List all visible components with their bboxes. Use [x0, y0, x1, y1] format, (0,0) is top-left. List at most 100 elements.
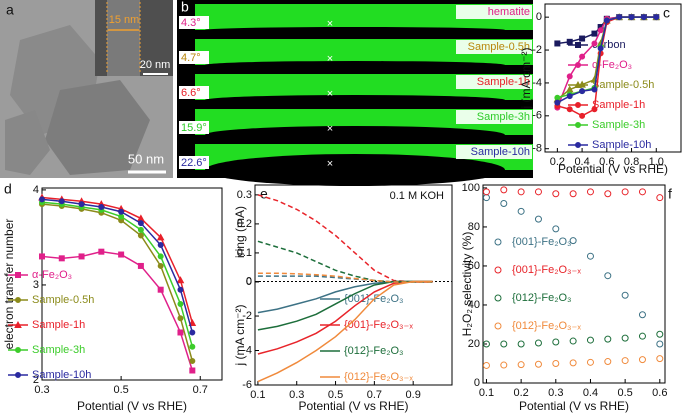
marker: [656, 194, 664, 202]
chart: 0.3 0.5 0.7 2 3 4 Potential (V vs RHE) electron…: [2, 181, 223, 413]
marker: [157, 253, 164, 260]
marker: [638, 188, 646, 196]
marker: [579, 88, 586, 95]
marker: [552, 190, 560, 198]
marker: [517, 188, 525, 196]
legend-label: {012}-Fe₂O₃: [344, 345, 404, 357]
x-tick-label: 0.8: [624, 156, 639, 168]
marker: [177, 286, 184, 293]
x-tick-label: 0.1: [479, 387, 494, 399]
y-tick-label: 4: [33, 184, 39, 196]
droplet: [205, 95, 505, 105]
y-tick-label: -2: [242, 310, 252, 322]
marker: [586, 252, 594, 260]
marker: [621, 188, 629, 196]
x-tick-label: 1.0: [649, 156, 664, 168]
y2-axis-label: iring (mA): [233, 206, 247, 258]
y-tick-label: 2: [33, 374, 39, 386]
y-tick-label: 0: [246, 275, 252, 287]
inset-rod: [107, 0, 140, 76]
marker: [579, 35, 586, 42]
particle: [5, 110, 50, 175]
marker: [137, 220, 144, 227]
marker: [656, 330, 664, 338]
legend-label: Sample-10h: [592, 139, 651, 151]
marker: [137, 232, 144, 239]
marker: [58, 255, 65, 262]
cross: ×: [327, 18, 333, 30]
droplet: [205, 126, 505, 144]
plot-frame: [544, 3, 682, 153]
data-line: [257, 280, 433, 383]
marker: [118, 251, 125, 258]
plot-frame: [254, 184, 453, 386]
legend-label: {012}-Fe₂O₃₋ₓ: [344, 371, 413, 383]
marker: [534, 339, 542, 347]
droplet: [205, 27, 505, 33]
marker: [591, 106, 598, 113]
panel-a: 15 nm 20 nm 50 nm a: [0, 0, 173, 178]
legend-label: Sample-0.5h: [32, 294, 94, 306]
contact-angle: 4.3°: [181, 17, 201, 29]
marker: [575, 102, 581, 108]
y-tick-label: -8: [532, 143, 542, 155]
y-tick-label: 0.2: [237, 218, 252, 230]
sample-name: Sample-3h: [477, 111, 530, 123]
marker: [574, 80, 582, 88]
marker: [534, 188, 542, 196]
marker: [621, 357, 629, 365]
marker: [640, 14, 647, 21]
marker: [621, 291, 629, 299]
marker: [566, 73, 573, 80]
y-tick-label: 80: [468, 221, 480, 233]
label-bg: [179, 51, 209, 64]
y-tick-label: 20: [468, 338, 480, 350]
x-axis-label: Potential (V vs RHE): [77, 399, 187, 413]
legend-label: Sample-0.5h: [592, 79, 654, 91]
marker: [604, 358, 612, 366]
marker: [189, 357, 196, 364]
marker: [552, 225, 560, 233]
marker: [177, 315, 184, 322]
marker: [188, 318, 197, 326]
sample-name: Sample-1h: [477, 76, 530, 88]
marker: [500, 361, 508, 369]
panel-b: b × 4.3° hematite × 4.7° Sample-0.5h × 6.6° Samp…: [177, 0, 533, 186]
marker: [656, 340, 664, 348]
marker: [638, 332, 646, 340]
data-line: [41, 203, 194, 362]
y-axis-label: electron transfer number: [2, 219, 16, 350]
x-tick-label: 0.7: [367, 389, 382, 401]
marker: [517, 207, 525, 215]
legend-label: Sample-1h: [32, 319, 85, 331]
marker: [621, 334, 629, 342]
marker: [177, 300, 184, 307]
legend-label: {012}-Fe₂O₃₋ₓ: [512, 320, 581, 332]
sample-name: hematite: [488, 6, 530, 18]
marker: [586, 188, 594, 196]
chart: 0.1 0.3 0.5 0.7 0.90-2-4-600.10.20.3Potentia…: [233, 184, 453, 413]
marker: [638, 311, 646, 319]
marker: [156, 233, 165, 241]
y-tick-label: 3: [33, 279, 39, 291]
marker: [15, 297, 21, 303]
marker: [189, 329, 196, 336]
label-bg: [456, 40, 532, 54]
panel-label: b: [181, 0, 189, 15]
marker: [534, 360, 542, 368]
marker: [591, 86, 598, 93]
contact-angle: 15.9°: [181, 122, 207, 134]
sample-name: Sample-0.5h: [468, 41, 530, 53]
marker: [78, 253, 85, 260]
x-tick-label: 0.1: [250, 389, 265, 401]
marker: [566, 38, 573, 45]
marker: [575, 62, 581, 68]
label-bg: [179, 121, 209, 134]
marker: [569, 359, 577, 367]
label-bg: [179, 156, 209, 169]
marker: [118, 208, 125, 215]
marker: [575, 42, 581, 48]
sample-name: Sample-10h: [471, 146, 530, 158]
scale-bar-label: 50 nm: [128, 151, 164, 166]
